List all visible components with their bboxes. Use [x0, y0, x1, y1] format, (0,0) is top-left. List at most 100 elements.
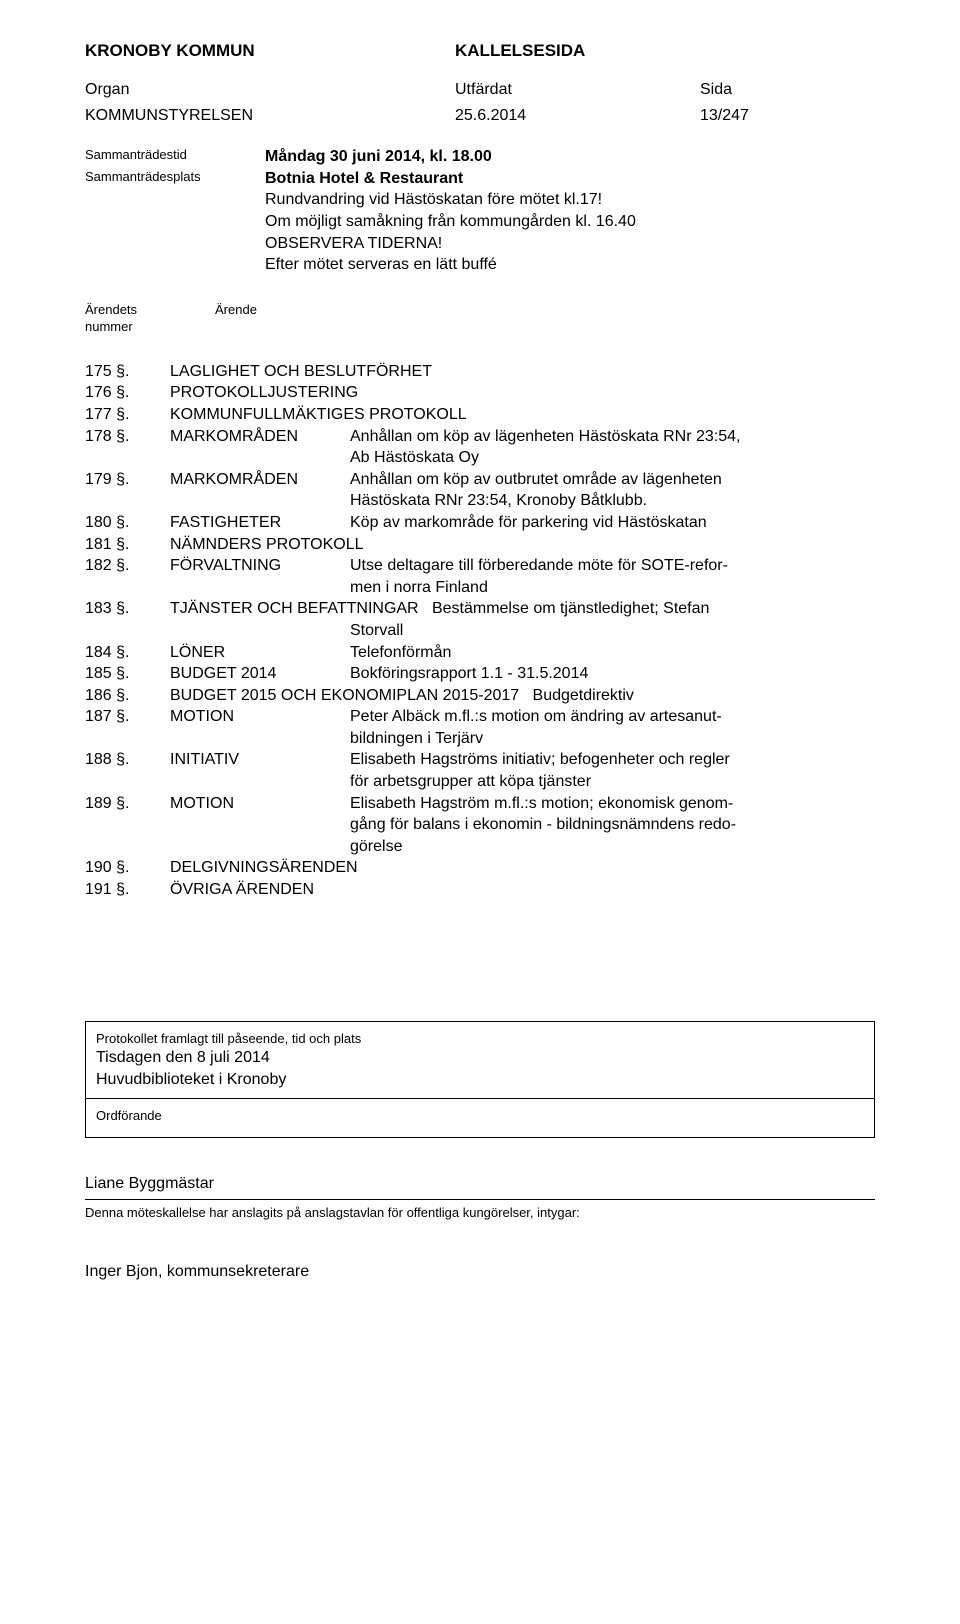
column-values: KOMMUNSTYRELSEN 25.6.2014 13/247 — [85, 105, 875, 127]
agenda-190: 190 §. DELGIVNINGSÄRENDEN — [85, 857, 875, 879]
chairman-name: Liane Byggmästar — [85, 1173, 875, 1195]
agenda-num: 180 §. — [85, 512, 170, 534]
agenda-text: Utse deltagare till förberedande möte fö… — [350, 557, 728, 574]
agenda-list: 175 §. LAGLIGHET OCH BESLUTFÖRHET 176 §.… — [85, 361, 875, 901]
framlagt-label: Protokollet framlagt till påseende, tid … — [96, 1030, 864, 1048]
organ-value: KOMMUNSTYRELSEN — [85, 105, 455, 127]
meeting-place-row: Sammanträdesplats Botnia Hotel & Restaur… — [85, 168, 875, 190]
meeting-time-label: Sammanträdestid — [85, 146, 265, 168]
meeting-time-value: Måndag 30 juni 2014, kl. 18.00 — [265, 146, 492, 168]
agenda-185: 185 §. BUDGET 2014Bokföringsrapport 1.1 … — [85, 663, 875, 685]
agenda-num: 187 §. — [85, 706, 170, 728]
agenda-188-cont: för arbetsgrupper att köpa tjänster — [350, 771, 875, 793]
agenda-text: Elisabeth Hagström m.fl.:s motion; ekono… — [350, 795, 733, 812]
agenda-182-cont: men i norra Finland — [350, 577, 875, 599]
agenda-tab: MARKOMRÅDEN — [170, 426, 350, 448]
agenda-content: FÖRVALTNINGUtse deltagare till förbereda… — [170, 555, 875, 577]
agenda-text: BUDGET 2015 OCH EKONOMIPLAN 2015-2017 Bu… — [170, 685, 875, 707]
agenda-content: FASTIGHETERKöp av markområde för parkeri… — [170, 512, 875, 534]
arendets-col1b: nummer — [85, 319, 133, 334]
agenda-tab: INITIATIV — [170, 749, 350, 771]
utfardat-value: 25.6.2014 — [455, 105, 700, 127]
agenda-tab: FÖRVALTNING — [170, 555, 350, 577]
agenda-content: MARKOMRÅDENAnhållan om köp av outbrutet … — [170, 469, 875, 491]
agenda-189-cont1: gång för balans i ekonomin - bildningsnä… — [350, 814, 875, 836]
agenda-num: 176 §. — [85, 382, 170, 404]
meeting-place-value: Botnia Hotel & Restaurant — [265, 168, 463, 190]
agenda-179: 179 §. MARKOMRÅDENAnhållan om köp av out… — [85, 469, 875, 491]
agenda-189-cont2: görelse — [350, 836, 875, 858]
agenda-180: 180 §. FASTIGHETERKöp av markområde för … — [85, 512, 875, 534]
agenda-text: LAGLIGHET OCH BESLUTFÖRHET — [170, 361, 875, 383]
bottom-box: Protokollet framlagt till påseende, tid … — [85, 1021, 875, 1138]
agenda-content: MOTIONPeter Albäck m.fl.:s motion om änd… — [170, 706, 875, 728]
meeting-place-label: Sammanträdesplats — [85, 168, 265, 190]
agenda-text: KOMMUNFULLMÄKTIGES PROTOKOLL — [170, 404, 875, 426]
agenda-tab: MOTION — [170, 793, 350, 815]
agenda-186: 186 §. BUDGET 2015 OCH EKONOMIPLAN 2015-… — [85, 685, 875, 707]
agenda-181: 181 §. NÄMNDERS PROTOKOLL — [85, 534, 875, 556]
agenda-189: 189 §. MOTIONElisabeth Hagström m.fl.:s … — [85, 793, 875, 815]
box-divider — [86, 1098, 874, 1099]
agenda-191: 191 §. ÖVRIGA ÄRENDEN — [85, 879, 875, 901]
agenda-tab: LÖNER — [170, 642, 350, 664]
signature-line — [85, 1199, 875, 1200]
agenda-187-cont: bildningen i Terjärv — [350, 728, 875, 750]
agenda-content: MARKOMRÅDENAnhållan om köp av lägenheten… — [170, 426, 875, 448]
org-name: KRONOBY KOMMUN — [85, 40, 455, 63]
agenda-num: 182 §. — [85, 555, 170, 577]
agenda-183-cont: Storvall — [350, 620, 875, 642]
meeting-info: Sammanträdestid Måndag 30 juni 2014, kl.… — [85, 146, 875, 276]
agenda-text: ÖVRIGA ÄRENDEN — [170, 879, 875, 901]
agenda-content: MOTIONElisabeth Hagström m.fl.:s motion;… — [170, 793, 875, 815]
agenda-num: 181 §. — [85, 534, 170, 556]
agenda-text: Bokföringsrapport 1.1 - 31.5.2014 — [350, 665, 588, 682]
agenda-177: 177 §. KOMMUNFULLMÄKTIGES PROTOKOLL — [85, 404, 875, 426]
agenda-num: 178 §. — [85, 426, 170, 448]
ordforande-label: Ordförande — [96, 1107, 864, 1125]
sida-label: Sida — [700, 79, 732, 101]
agenda-184: 184 §. LÖNERTelefonförmån — [85, 642, 875, 664]
agenda-188: 188 §. INITIATIVElisabeth Hagströms init… — [85, 749, 875, 771]
agenda-num: 177 §. — [85, 404, 170, 426]
organ-label: Organ — [85, 79, 455, 101]
agenda-text: Köp av markområde för parkering vid Häst… — [350, 514, 707, 531]
agenda-tab: MOTION — [170, 706, 350, 728]
arendets-col1a: Ärendets — [85, 302, 137, 317]
agenda-183: 183 §. TJÄNSTER OCH BEFATTNINGAR Bestämm… — [85, 598, 875, 620]
agenda-179-cont: Hästöskata RNr 23:54, Kronoby Båtklubb. — [350, 490, 875, 512]
agenda-tab: BUDGET 2014 — [170, 663, 350, 685]
arendets-col2: Ärende — [215, 301, 257, 336]
agenda-tab: FASTIGHETER — [170, 512, 350, 534]
agenda-num: 175 §. — [85, 361, 170, 383]
agenda-num: 191 §. — [85, 879, 170, 901]
agenda-num: 179 §. — [85, 469, 170, 491]
secretary-name: Inger Bjon, kommunsekreterare — [85, 1261, 875, 1283]
arendets-header: Ärendets nummer Ärende — [85, 301, 875, 336]
agenda-text: NÄMNDERS PROTOKOLL — [170, 534, 875, 556]
agenda-182: 182 §. FÖRVALTNINGUtse deltagare till fö… — [85, 555, 875, 577]
agenda-num: 189 §. — [85, 793, 170, 815]
agenda-text: Elisabeth Hagströms initiativ; befogenhe… — [350, 751, 730, 768]
utfardat-label: Utfärdat — [455, 79, 700, 101]
agenda-187: 187 §. MOTIONPeter Albäck m.fl.:s motion… — [85, 706, 875, 728]
agenda-num: 185 §. — [85, 663, 170, 685]
agenda-num: 183 §. — [85, 598, 170, 620]
agenda-text: Anhållan om köp av outbrutet område av l… — [350, 471, 722, 488]
header-row: KRONOBY KOMMUN KALLELSESIDA — [85, 40, 875, 63]
agenda-176: 176 §. PROTOKOLLJUSTERING — [85, 382, 875, 404]
agenda-num: 186 §. — [85, 685, 170, 707]
agenda-tab: MARKOMRÅDEN — [170, 469, 350, 491]
meeting-extra3: OBSERVERA TIDERNA! — [265, 233, 875, 255]
agenda-num: 184 §. — [85, 642, 170, 664]
agenda-content: INITIATIVElisabeth Hagströms initiativ; … — [170, 749, 875, 771]
arendets-col1: Ärendets nummer — [85, 301, 215, 336]
meeting-time-row: Sammanträdestid Måndag 30 juni 2014, kl.… — [85, 146, 875, 168]
framlagt-place: Huvudbiblioteket i Kronoby — [96, 1069, 864, 1091]
agenda-num: 188 §. — [85, 749, 170, 771]
sida-value: 13/247 — [700, 105, 749, 127]
agenda-text: Peter Albäck m.fl.:s motion om ändring a… — [350, 708, 722, 725]
notice-text: Denna möteskallelse har anslagits på ans… — [85, 1204, 875, 1222]
meeting-extra1: Rundvandring vid Hästöskatan före mötet … — [265, 189, 875, 211]
agenda-num: 190 §. — [85, 857, 170, 879]
